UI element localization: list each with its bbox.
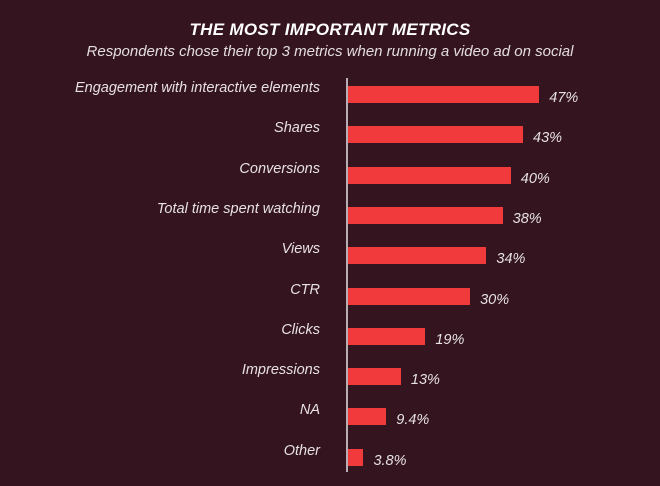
value-label: 3.8% [373, 452, 407, 469]
value-label: 30% [480, 291, 510, 308]
bar [348, 327, 426, 345]
value-label: 43% [533, 130, 563, 147]
bar-row: Total time spent watching 38% [0, 201, 660, 227]
value-label: 34% [496, 251, 526, 268]
bar-row: Clicks 19% [0, 322, 660, 348]
chart-title: THE MOST IMPORTANT METRICS [189, 20, 471, 39]
category-label: Views [281, 241, 320, 258]
bar [348, 287, 471, 305]
bar [348, 166, 511, 184]
value-label: 13% [410, 372, 440, 389]
value-label: 40% [520, 170, 550, 187]
y-axis-line [346, 78, 348, 472]
category-label: Engagement with interactive elements [74, 80, 320, 96]
bar-row: NA 9.4% [0, 402, 660, 429]
value-label: 19% [435, 331, 465, 348]
bar [348, 126, 523, 144]
bar-row: Other 3.8% [0, 443, 660, 469]
category-label: Impressions [241, 362, 320, 379]
bar [348, 86, 540, 103]
bar [348, 247, 487, 265]
bar [348, 368, 401, 386]
bar-row: Shares 43% [0, 120, 660, 147]
value-label: 47% [549, 90, 579, 106]
category-label: Shares [274, 120, 320, 137]
bar-row: Views 34% [0, 241, 660, 268]
value-label: 9.4% [396, 412, 430, 429]
chart-subtitle: Respondents chose their top 3 metrics wh… [86, 43, 574, 60]
category-label: Other [283, 442, 320, 459]
category-label: CTR [290, 281, 320, 298]
category-label: Total time spent watching [156, 200, 320, 217]
bar [348, 408, 387, 426]
bar-row: Engagement with interactive elements 47% [0, 80, 660, 106]
category-label: Clicks [281, 321, 320, 338]
category-label: Conversions [239, 160, 320, 177]
value-label: 38% [512, 210, 542, 227]
bar [348, 206, 503, 224]
bar-row: CTR 30% [0, 282, 660, 308]
bar [348, 448, 364, 466]
bar-row: Conversions 40% [0, 161, 660, 187]
bar-row: Impressions 13% [0, 362, 660, 389]
category-label: NA [299, 402, 320, 419]
